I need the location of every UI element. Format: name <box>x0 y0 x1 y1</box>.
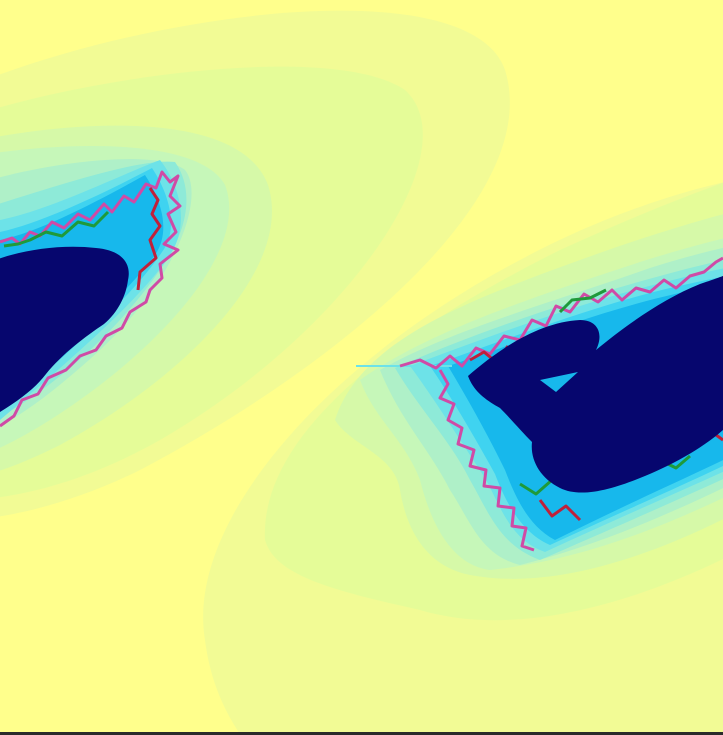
left-edge-magenta <box>0 170 182 428</box>
left-lobe <box>0 10 510 517</box>
left-core <box>0 246 129 412</box>
left-edge-red <box>136 187 162 291</box>
right-core <box>468 276 723 493</box>
left-edge-green <box>3 210 110 248</box>
bottom-strip <box>0 732 723 735</box>
right-edge-magenta <box>399 256 723 552</box>
right-core-notch <box>540 372 578 392</box>
right-lobe <box>203 182 723 735</box>
